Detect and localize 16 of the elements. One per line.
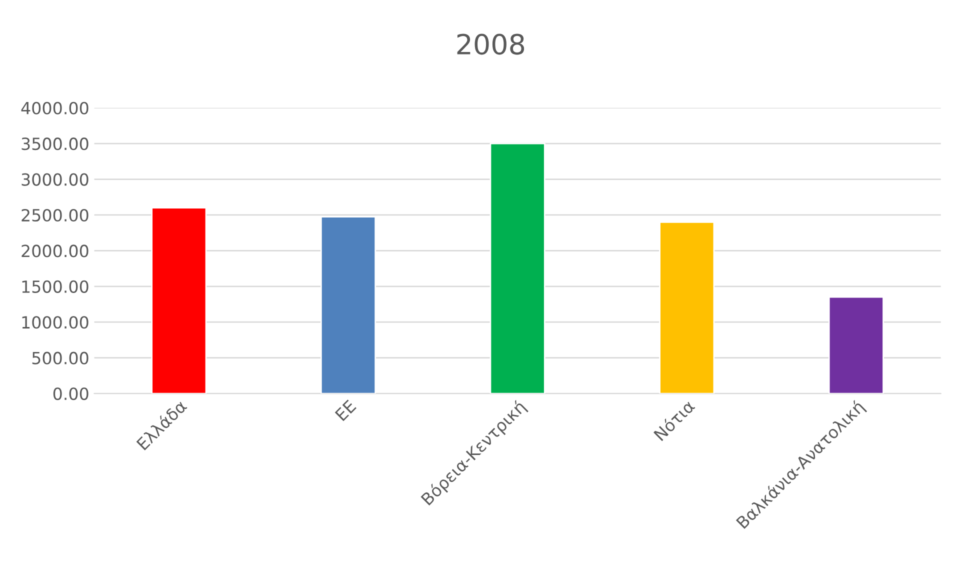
bar (659, 221, 715, 394)
y-tick-label: 4000.00 (21, 102, 88, 114)
y-tick-label: 3500.00 (22, 138, 88, 150)
bar (490, 142, 546, 394)
bar (151, 207, 207, 394)
y-tick-label: 0.00 (53, 387, 88, 400)
y-tick-label: 2000.00 (22, 244, 88, 258)
y-tick-label: 1000.00 (22, 316, 88, 329)
bar (828, 296, 884, 394)
chart-title: 2008 (457, 34, 524, 55)
y-tick-label: 2500.00 (22, 208, 88, 222)
x-tick-label: ΕΕ (334, 400, 356, 422)
y-tick-label: 3000.00 (22, 173, 88, 186)
y-tick-label: 500.00 (32, 352, 88, 364)
y-tick-label: 1500.00 (22, 280, 88, 293)
bar (320, 216, 376, 394)
